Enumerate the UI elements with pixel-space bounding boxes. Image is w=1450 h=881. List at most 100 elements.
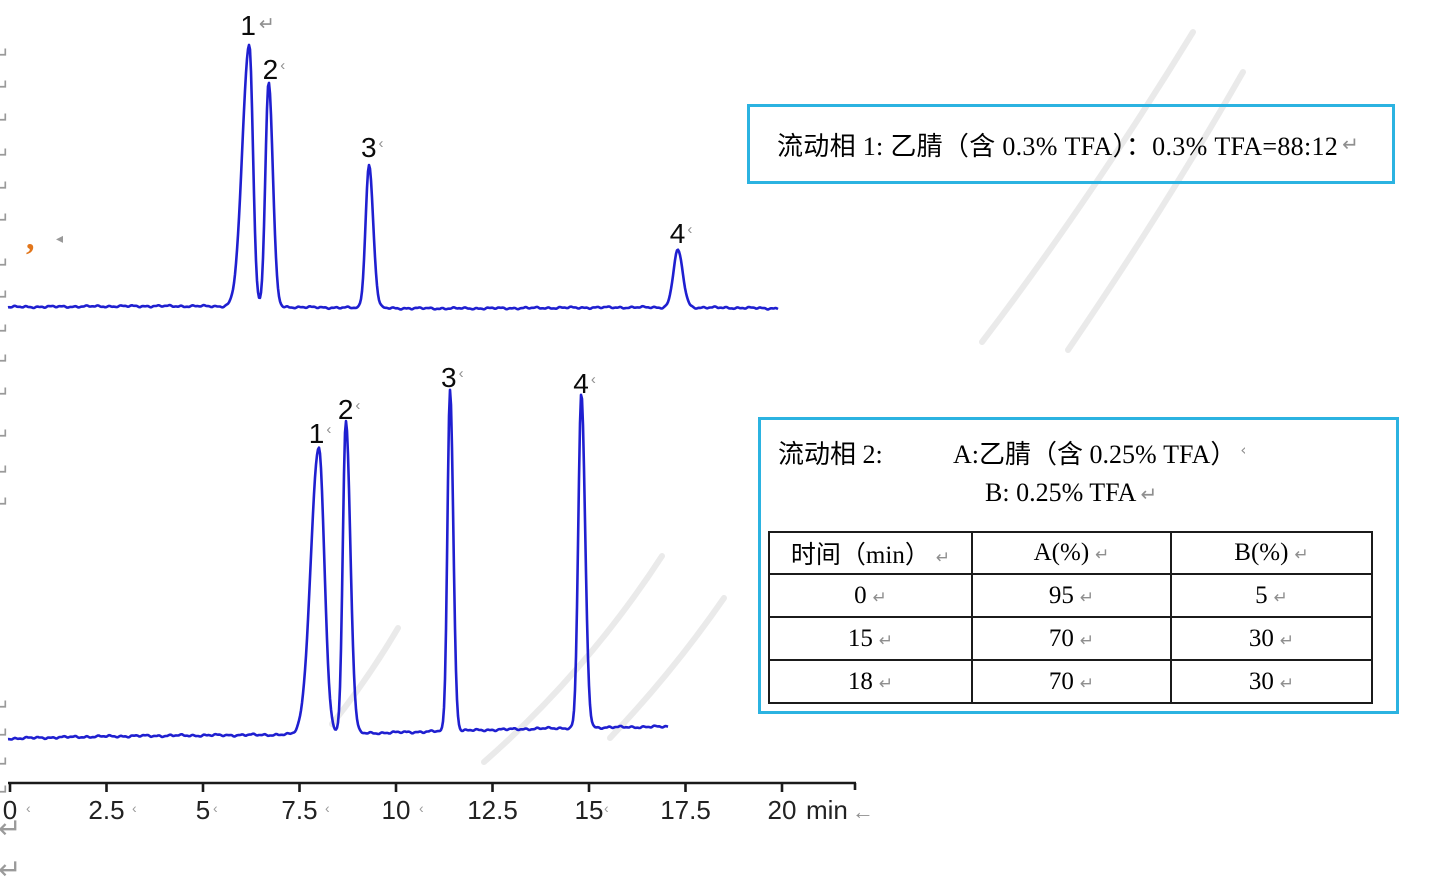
table-header-cell: B(%) ↵	[1170, 531, 1373, 575]
x-axis-tick-label-15: 15	[574, 795, 604, 825]
cell-mark-icon: ↵	[1095, 545, 1110, 565]
phase-b-text: B: 0.25% TFA	[985, 478, 1137, 507]
cell-mark-icon: ↵	[935, 548, 951, 568]
small-mark-icon: ‹	[280, 57, 286, 74]
table-header-row: 时间（min） ↵ A(%) ↵ B(%) ↵	[768, 531, 1373, 575]
cell-text: 15	[847, 624, 873, 652]
margin-return-mark-icon: ↵	[0, 381, 10, 405]
cell-mark-icon: ↵	[878, 630, 894, 651]
table-cell: 18 ↵	[768, 659, 973, 704]
table-cell: 5 ↵	[1170, 573, 1373, 618]
cell-text: 95	[1048, 581, 1074, 609]
x-axis-tick-label-12.5: 12.5	[467, 795, 518, 825]
stray-small-mark: ◂	[56, 230, 64, 246]
table-row: 15 ↵ 70 ↵ 30 ↵	[768, 616, 1373, 661]
small-mark-icon: ‹	[355, 397, 361, 414]
peak-label-4: 4 ‹	[573, 370, 596, 398]
return-mark-icon: ↵	[258, 14, 275, 35]
table-cell: 15 ↵	[768, 616, 973, 661]
table-cell: 30 ↵	[1170, 616, 1373, 661]
chromatogram-mobile-phase-2	[7, 388, 669, 741]
table-header-cell: A(%) ↵	[971, 531, 1172, 575]
cell-mark-icon: ↵	[1279, 630, 1295, 651]
margin-return-mark-icon: ↵	[0, 142, 10, 166]
small-mark-icon: ‹	[419, 800, 424, 816]
margin-return-mark-icon: ↵	[0, 284, 10, 308]
small-mark-icon: ‹	[213, 800, 218, 816]
cell-mark-icon: ↵	[1079, 673, 1095, 694]
cell-text: 5	[1255, 581, 1268, 609]
small-mark-icon: ‹	[26, 800, 31, 816]
table-cell: 70 ↵	[971, 616, 1172, 661]
table-row: 18 ↵ 70 ↵ 30 ↵	[768, 659, 1373, 704]
peak-number: 4	[573, 368, 589, 399]
table-header-cell: 时间（min） ↵	[768, 531, 973, 575]
margin-return-mark-icon: ↵	[0, 318, 10, 342]
margin-return-mark-icon: ↵	[0, 207, 10, 231]
x-axis-tick-label-17.5: 17.5	[660, 795, 711, 825]
cell-text: 30	[1248, 624, 1274, 652]
peak-number: 3	[441, 362, 457, 393]
mobile-phase-2-box: 流动相 2: A:乙腈（含 0.25% TFA） ‹ B: 0.25% TFA ↵ …	[758, 417, 1399, 714]
margin-return-mark-icon: ↵	[0, 107, 10, 131]
cell-text: 18	[847, 667, 873, 695]
stray-comma: ,	[26, 220, 35, 257]
peak-label-2: 2 ‹	[263, 56, 286, 84]
margin-return-mark-icon: ↵	[0, 42, 10, 66]
margin-return-mark-icon: ↵	[0, 853, 22, 881]
margin-return-mark-icon: ↵	[0, 779, 10, 803]
cell-mark-icon: ↵	[1079, 630, 1095, 651]
cell-mark-icon: ↵	[1273, 587, 1288, 608]
cell-mark-icon: ↵	[872, 587, 887, 608]
margin-return-mark-icon: ↵	[0, 722, 10, 746]
peak-number: 4	[669, 218, 686, 249]
cell-mark-icon: ↵	[1079, 587, 1095, 608]
x-axis-tick-label-2.5: 2.5	[88, 795, 125, 825]
mobile-phase-1-box: 流动相 1: 乙腈（含 0.3% TFA）：0.3% TFA=88:12 ↵	[747, 104, 1395, 184]
x-axis	[8, 781, 857, 792]
peak-label-3: 3 ‹	[361, 134, 384, 162]
peak-number: 1	[308, 418, 325, 449]
small-mark-icon: ‹	[687, 221, 693, 238]
header-text: A(%)	[1033, 539, 1090, 566]
mobile-phase-2-line-a: A:乙腈（含 0.25% TFA） ‹	[953, 434, 1246, 471]
x-axis-unit-label: min ←	[806, 797, 874, 823]
margin-return-mark-icon: ↵	[0, 348, 10, 372]
header-text: 时间（min）	[790, 542, 930, 569]
peak-number: 1	[240, 10, 256, 41]
mobile-phase-2-label: 流动相 2:	[778, 440, 883, 469]
cell-mark-icon: ↵	[878, 673, 894, 694]
header-text: B(%)	[1234, 539, 1289, 566]
peak-label-1: 1 ‹	[309, 420, 332, 448]
peak-label-4: 4 ‹	[670, 220, 693, 248]
cell-text: 0	[854, 581, 867, 609]
peak-label-2: 2 ‹	[338, 396, 361, 424]
x-axis-tick-label-20: 20	[767, 795, 797, 825]
return-mark-icon: ↵	[1342, 132, 1360, 156]
cell-mark-icon: ↵	[1279, 673, 1295, 694]
table-cell: 0 ↵	[768, 573, 973, 618]
margin-return-mark-icon: ↵	[0, 459, 10, 483]
x-axis-tick-label-10: 10	[381, 795, 411, 825]
cell-text: 30	[1248, 667, 1274, 695]
unit-text: min	[806, 795, 848, 825]
cell-text: 70	[1048, 624, 1074, 652]
margin-return-mark-icon: ↵	[0, 252, 10, 276]
table-cell: 70 ↵	[971, 659, 1172, 704]
phase-a-text: A:乙腈（含 0.25% TFA）	[953, 440, 1237, 469]
chromatogram-mobile-phase-1	[7, 43, 779, 311]
x-axis-tick-label-5: 5	[195, 795, 211, 825]
peak-number: 2	[262, 54, 279, 85]
gradient-table: 时间（min） ↵ A(%) ↵ B(%) ↵ 0 ↵ 95 ↵ 5 ↵ 15 ↵ 70 ↵ 30 ↵ 18 ↵ 70 ↵…	[768, 531, 1373, 704]
margin-return-mark-icon: ↵	[0, 74, 10, 98]
small-mark-icon: ‹	[132, 800, 137, 816]
margin-return-mark-icon: ↵	[0, 694, 10, 718]
small-mark-icon: ‹	[1240, 441, 1247, 459]
peak-number: 3	[360, 132, 377, 163]
table-row: 0 ↵ 95 ↵ 5 ↵	[768, 573, 1373, 618]
cell-mark-icon: ↵	[1294, 545, 1309, 565]
small-mark-icon: ‹	[326, 421, 332, 438]
